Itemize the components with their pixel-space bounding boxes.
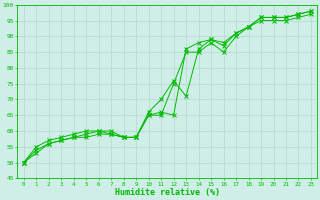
X-axis label: Humidite relative (%): Humidite relative (%) [115,188,220,197]
